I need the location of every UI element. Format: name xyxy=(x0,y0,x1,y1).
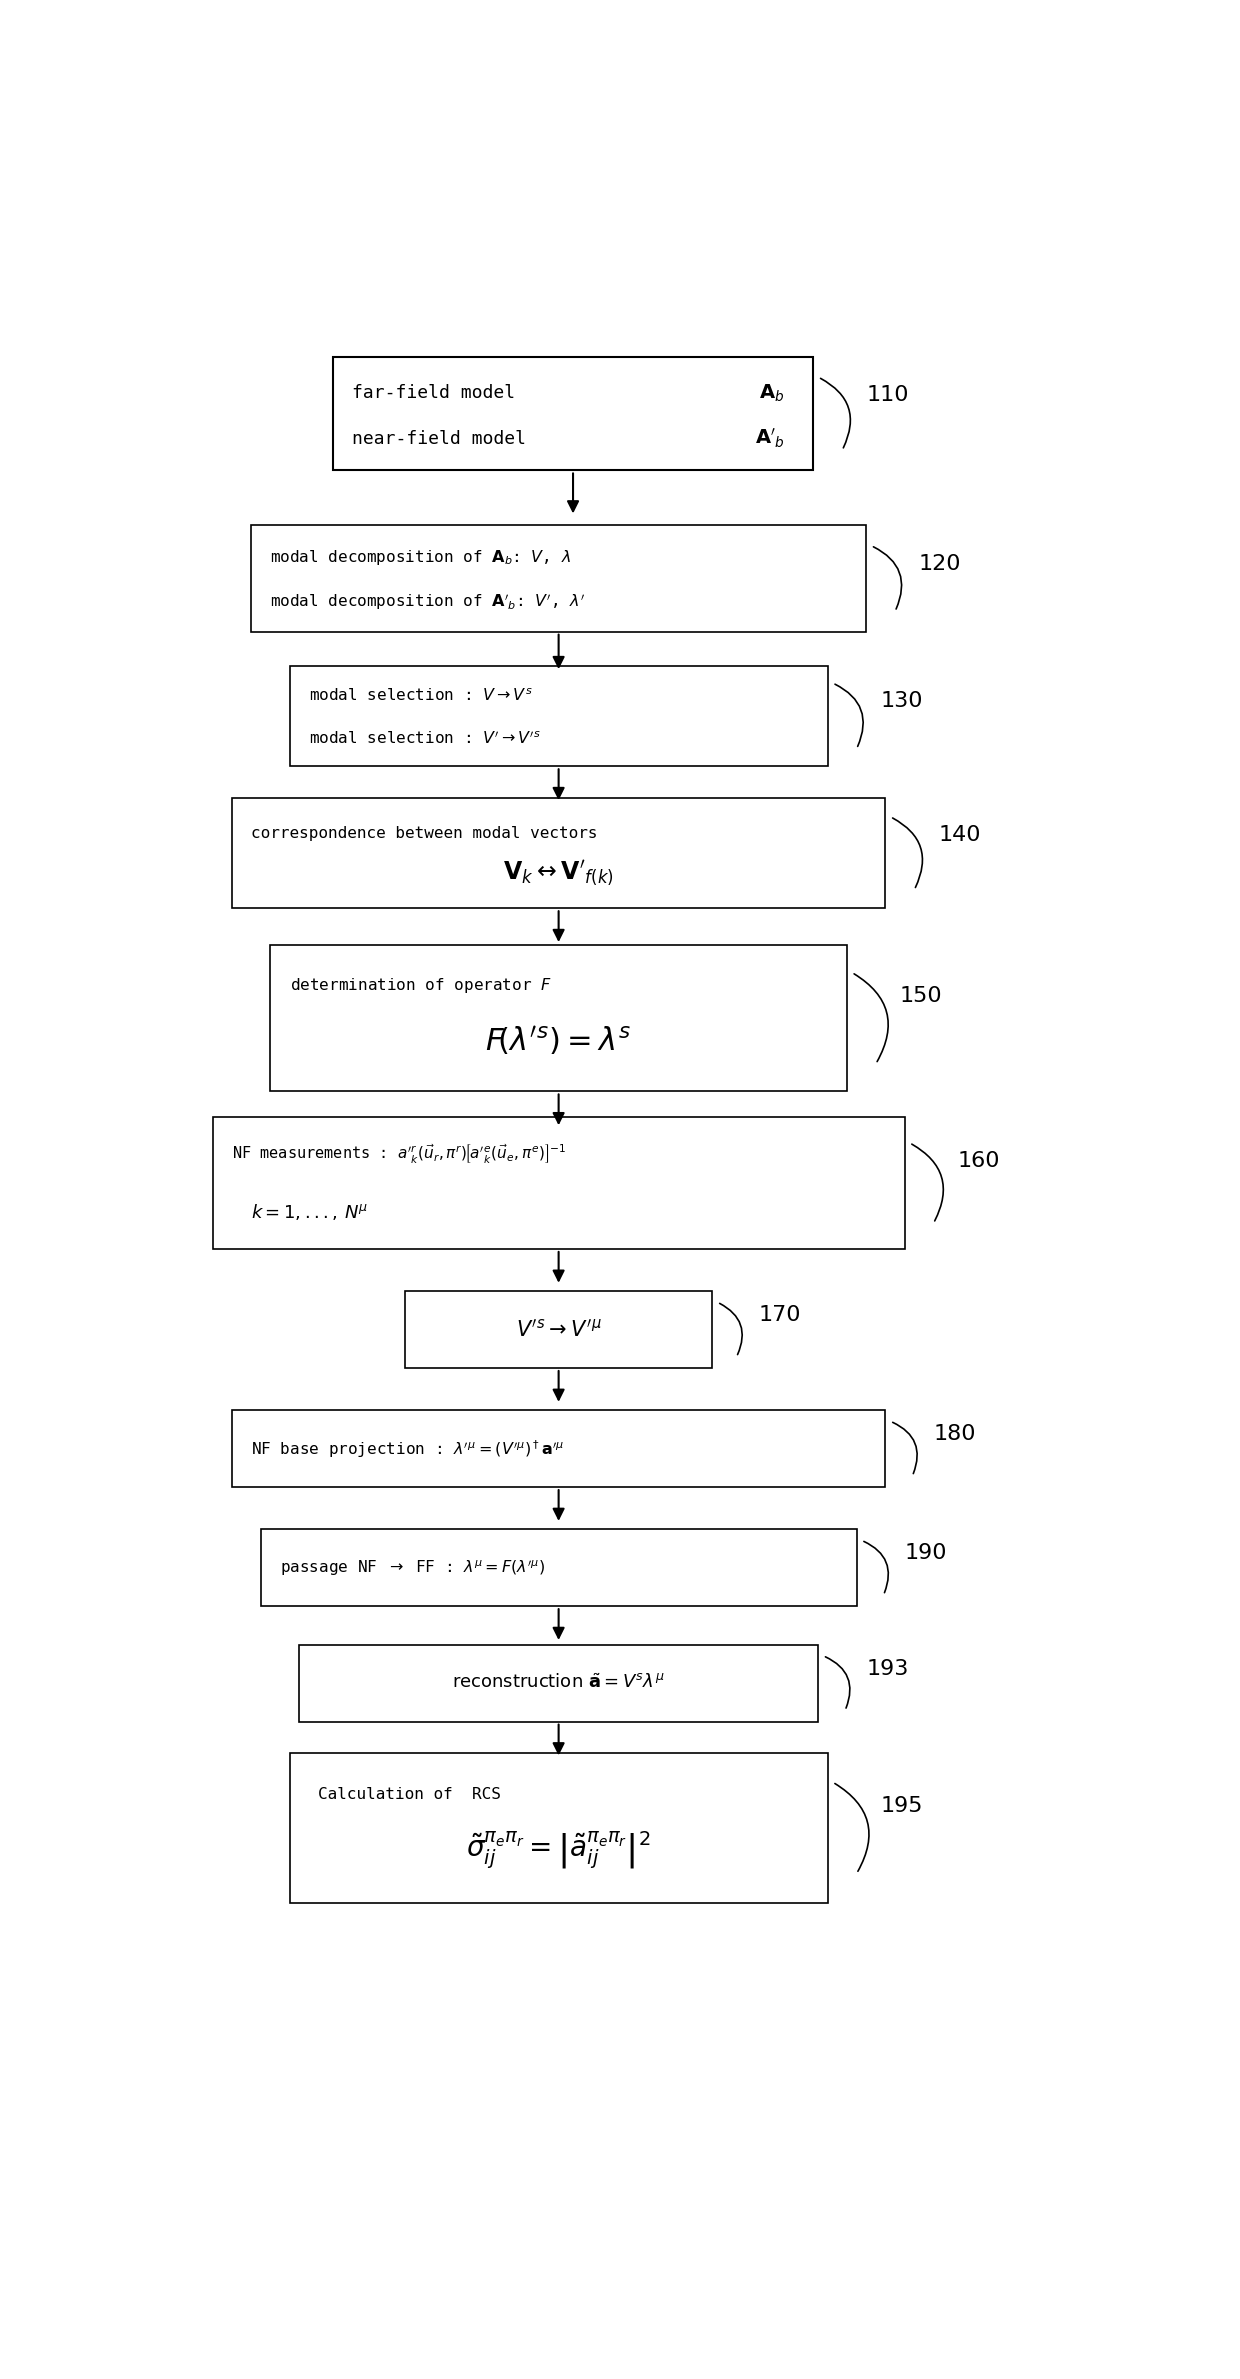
Bar xyxy=(270,944,847,1092)
Bar xyxy=(232,799,885,909)
Text: 110: 110 xyxy=(867,385,909,404)
Text: far-field model: far-field model xyxy=(352,385,515,402)
Text: 195: 195 xyxy=(880,1796,923,1815)
Text: 193: 193 xyxy=(866,1658,909,1680)
Text: $k = 1,...,\, N^\mu$: $k = 1,...,\, N^\mu$ xyxy=(250,1201,368,1223)
Text: Calculation of  RCS: Calculation of RCS xyxy=(319,1787,501,1803)
Text: $\tilde{\sigma}^{\pi_e \pi_r}_{ij} = \left|\tilde{a}^{\pi_e \pi_r}_{ij}\right|^2: $\tilde{\sigma}^{\pi_e \pi_r}_{ij} = \le… xyxy=(466,1829,651,1872)
Text: $F\!\left(\lambda'^s\right) = \lambda^s$: $F\!\left(\lambda'^s\right) = \lambda^s$ xyxy=(485,1023,632,1056)
Bar xyxy=(332,357,813,471)
Text: correspondence between modal vectors: correspondence between modal vectors xyxy=(250,826,598,842)
Text: modal decomposition of $\mathbf{A}_b$: $V$, $\lambda$: modal decomposition of $\mathbf{A}_b$: $… xyxy=(270,547,572,566)
Bar xyxy=(232,1411,885,1487)
Bar xyxy=(289,1753,828,1903)
Text: modal selection : $V' \rightarrow V'^s$: modal selection : $V' \rightarrow V'^s$ xyxy=(309,730,541,747)
Text: 130: 130 xyxy=(880,692,923,711)
Text: NF base projection : $\lambda'^\mu = (V'^\mu)^\dagger \mathbf{a}'^\mu$: NF base projection : $\lambda'^\mu = (V'… xyxy=(250,1437,564,1461)
Text: $V'^s \rightarrow V'^\mu$: $V'^s \rightarrow V'^\mu$ xyxy=(516,1318,601,1342)
Text: 170: 170 xyxy=(759,1306,801,1325)
Bar xyxy=(260,1530,857,1606)
Text: passage NF $\rightarrow$ FF : $\lambda^\mu = F(\lambda'^\mu)$: passage NF $\rightarrow$ FF : $\lambda^\… xyxy=(280,1558,546,1577)
Text: 120: 120 xyxy=(919,554,961,573)
Bar xyxy=(213,1118,904,1249)
Bar xyxy=(299,1644,818,1722)
Bar xyxy=(404,1292,713,1368)
Bar xyxy=(250,526,866,633)
Text: modal decomposition of $\mathbf{A}'_b$: $V'$, $\lambda'$: modal decomposition of $\mathbf{A}'_b$: … xyxy=(270,592,585,611)
Text: $\mathbf{A}_b$: $\mathbf{A}_b$ xyxy=(759,383,785,404)
Bar xyxy=(289,666,828,766)
Text: 160: 160 xyxy=(957,1151,999,1170)
Text: 140: 140 xyxy=(939,826,981,845)
Text: near-field model: near-field model xyxy=(352,431,526,447)
Text: determination of operator $F$: determination of operator $F$ xyxy=(289,975,552,994)
Text: 190: 190 xyxy=(905,1544,947,1563)
Text: $\mathbf{V}_k \leftrightarrow \mathbf{V}'_{f(k)}$: $\mathbf{V}_k \leftrightarrow \mathbf{V}… xyxy=(503,859,614,887)
Text: $\mathbf{A}'_b$: $\mathbf{A}'_b$ xyxy=(755,428,785,450)
Text: 150: 150 xyxy=(900,987,942,1006)
Text: reconstruction $\tilde{\mathbf{a}} = V^s \lambda^\mu$: reconstruction $\tilde{\mathbf{a}} = V^s… xyxy=(453,1675,665,1691)
Text: modal selection : $V \rightarrow V^s$: modal selection : $V \rightarrow V^s$ xyxy=(309,688,532,704)
Text: NF measurements : $a'^r_k(\vec{u}_r,\pi^r)\!\left[a'^e_k(\vec{u}_e,\pi^e)\right]: NF measurements : $a'^r_k(\vec{u}_r,\pi^… xyxy=(232,1142,567,1166)
Text: 180: 180 xyxy=(934,1425,976,1444)
